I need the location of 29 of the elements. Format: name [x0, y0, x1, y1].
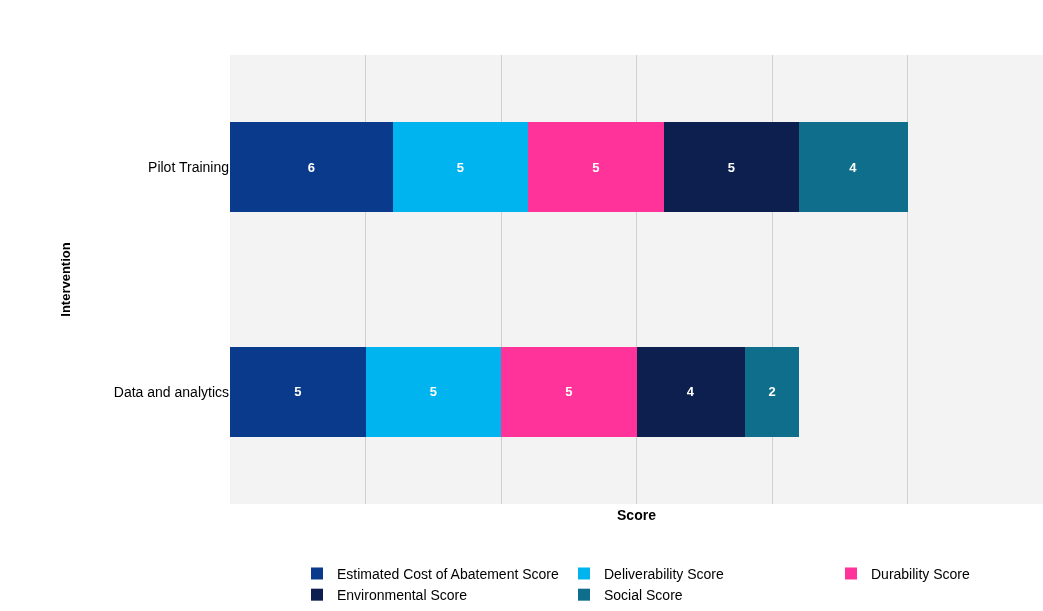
legend-label: Environmental Score	[337, 587, 468, 604]
data-label: 5	[727, 159, 735, 175]
data-label: 6	[307, 159, 315, 175]
legend-label: Durability Score	[870, 565, 971, 582]
bar	[744, 346, 800, 437]
bar	[392, 122, 529, 213]
bar	[528, 122, 664, 213]
y-axis-title: Intervention	[57, 242, 73, 317]
legend-label: Deliverability Score	[603, 565, 725, 582]
y-tick-label: Pilot Training	[148, 159, 229, 176]
bar	[636, 346, 745, 437]
bar	[365, 346, 501, 437]
data-label: 5	[456, 159, 464, 175]
x-axis-title: Score	[617, 507, 657, 524]
data-label: 5	[294, 384, 302, 400]
data-label: 2	[768, 384, 776, 400]
legend-label: Social Score	[603, 587, 683, 604]
bar	[799, 122, 908, 213]
bar	[230, 346, 366, 437]
bar	[663, 122, 800, 213]
data-label: 5	[565, 384, 573, 400]
bar	[501, 346, 637, 437]
bar	[230, 122, 393, 213]
data-label: 4	[849, 159, 858, 175]
legend-label: Estimated Cost of Abatement Score	[337, 565, 559, 582]
data-label: 4	[686, 384, 695, 400]
data-label: 5	[592, 159, 600, 175]
y-tick-label: Data and analytics	[113, 383, 229, 400]
data-label: 5	[429, 384, 437, 400]
